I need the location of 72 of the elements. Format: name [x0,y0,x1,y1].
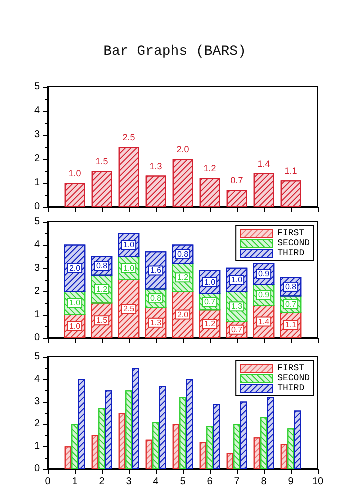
y-tick-label: 1 [34,309,40,320]
data-label: 0.8 [285,282,298,292]
data-label: 1.4 [258,158,270,169]
data-label: 1.1 [285,320,298,330]
x-tick-label: 2 [99,476,106,488]
data-label: 1.3 [150,318,162,328]
legend-label: SECOND [278,238,310,248]
data-label: 1.0 [123,264,136,273]
data-label: 0.9 [258,270,270,279]
y-tick-label: 4 [34,106,40,116]
data-label: 1.0 [204,278,216,287]
y-tick-label: 5 [34,352,40,362]
y-tick-label: 3 [34,396,40,408]
y-tick-label: 4 [34,240,40,251]
legend-label: THIRD [278,248,305,258]
y-tick-label: 2 [34,418,40,430]
y-tick-label: 0 [34,464,40,474]
data-label: 1.2 [204,164,216,174]
x-tick-label: 0 [45,476,52,488]
data-label: 1.4 [258,317,270,326]
y-tick-label: 1 [34,178,40,188]
x-tick-label: 7 [234,476,240,488]
data-label: 1.0 [231,276,244,284]
y-tick-label: 4 [34,374,40,385]
data-label: 1.0 [69,298,82,308]
x-tick-label: 1 [72,476,78,488]
data-label: 2.5 [123,304,136,314]
chart-title: Bar Graphs (BARS) [102,44,248,60]
data-label: 2.5 [122,132,136,142]
data-label: 1.0 [68,168,82,178]
data-label: 0.9 [258,290,270,300]
data-label: 1.2 [96,284,108,294]
data-label: 2.0 [176,144,190,154]
y-tick-label: 1 [34,441,40,452]
y-tick-label: 3 [34,130,40,140]
data-label: 0.7 [231,325,244,334]
data-label: 1.1 [284,166,298,176]
data-label: 1.0 [123,240,136,250]
x-tick-label: 4 [153,476,160,488]
y-tick-label: 2 [34,154,40,164]
x-tick-label: 8 [261,476,268,488]
data-label: 1.6 [150,266,162,276]
legend-label: SECOND [278,374,310,384]
x-tick-label: 6 [207,476,214,488]
y-tick-label: 3 [34,262,40,274]
data-label: 0.8 [177,250,190,259]
data-label: 1.2 [204,320,216,329]
data-label: 0.8 [150,294,162,304]
legend-label: THIRD [278,384,305,394]
x-tick-label: 3 [126,476,132,488]
data-label: 1.3 [150,161,162,172]
x-tick-label: 9 [288,476,294,488]
x-tick-label: 5 [180,476,186,488]
legend-label: FIRST [278,228,306,238]
y-tick-label: 5 [34,82,40,92]
data-label: 1.0 [69,322,82,331]
x-tick-label: 10 [312,476,324,488]
y-tick-label: 0 [34,202,40,212]
data-label: 2.0 [177,310,190,320]
data-label: 0.7 [230,176,244,186]
y-tick-label: 5 [34,216,40,228]
data-label: 2.0 [69,264,82,273]
data-label: 0.8 [96,262,108,271]
data-label: 0.7 [204,298,216,307]
data-label: 1.3 [231,302,244,312]
data-label: 0.7 [285,300,298,309]
y-tick-label: 2 [34,286,40,298]
data-label: 1.5 [96,156,108,166]
y-tick-label: 0 [34,332,40,344]
data-label: 1.2 [177,273,190,282]
legend-label: FIRST [278,364,306,374]
data-label: 1.5 [96,316,108,326]
